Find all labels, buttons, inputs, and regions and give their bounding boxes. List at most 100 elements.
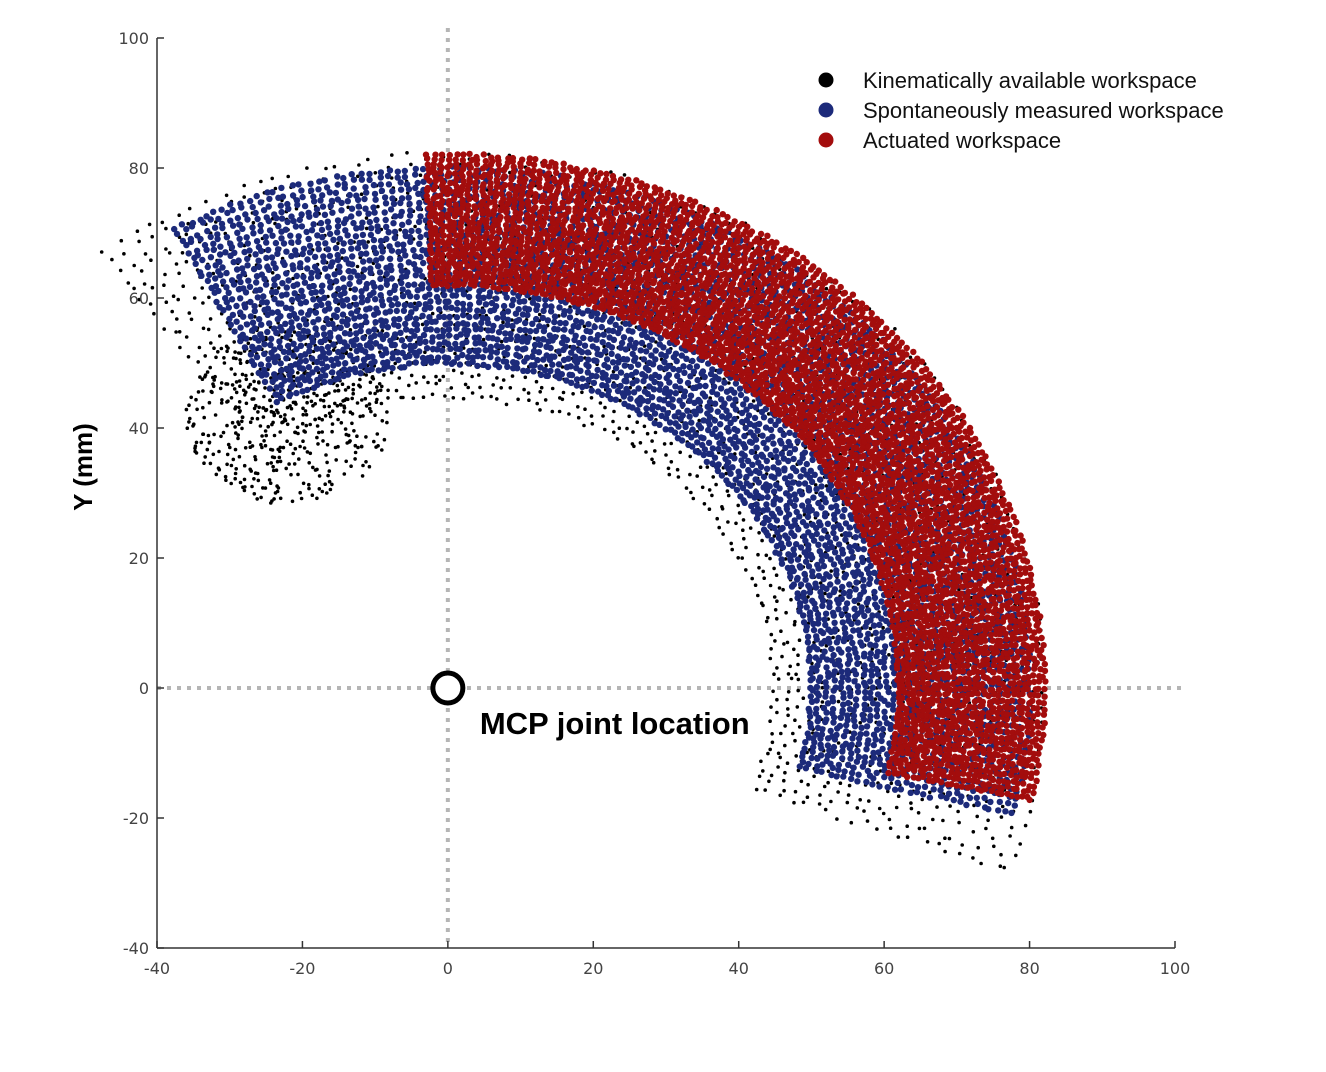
data-point bbox=[247, 351, 255, 358]
data-point bbox=[366, 257, 373, 264]
data-point bbox=[866, 678, 874, 685]
data-point bbox=[544, 363, 548, 368]
data-point bbox=[863, 723, 871, 730]
data-point bbox=[259, 442, 263, 447]
data-point bbox=[178, 345, 182, 350]
data-point bbox=[334, 306, 341, 314]
data-point bbox=[499, 339, 504, 344]
data-point bbox=[137, 297, 142, 302]
data-point bbox=[441, 292, 448, 299]
data-point bbox=[226, 399, 230, 404]
data-point bbox=[625, 426, 629, 431]
data-point bbox=[274, 468, 279, 473]
data-point bbox=[858, 604, 865, 611]
data-point bbox=[652, 371, 659, 379]
data-point bbox=[705, 426, 712, 434]
data-point bbox=[680, 363, 687, 370]
data-point bbox=[500, 358, 507, 365]
data-point bbox=[603, 356, 611, 363]
data-point bbox=[207, 400, 212, 405]
data-point bbox=[770, 488, 778, 495]
data-point bbox=[520, 334, 527, 341]
data-point bbox=[595, 388, 602, 395]
data-point bbox=[825, 635, 832, 643]
data-point bbox=[218, 386, 223, 391]
data-point bbox=[732, 433, 739, 441]
data-point bbox=[332, 164, 337, 169]
data-point bbox=[542, 302, 549, 309]
data-point bbox=[307, 461, 312, 465]
data-point bbox=[320, 430, 325, 434]
data-point bbox=[879, 725, 887, 733]
data-point bbox=[715, 516, 719, 521]
data-point bbox=[234, 467, 238, 471]
data-point bbox=[247, 298, 254, 306]
data-point bbox=[576, 405, 580, 409]
data-point bbox=[819, 583, 826, 591]
data-point bbox=[601, 414, 605, 418]
data-point bbox=[379, 352, 386, 359]
data-point bbox=[393, 361, 398, 366]
data-point bbox=[717, 421, 724, 428]
data-point bbox=[840, 690, 847, 697]
data-point bbox=[233, 447, 238, 452]
data-point bbox=[241, 388, 246, 393]
data-point bbox=[810, 626, 818, 634]
data-point bbox=[694, 376, 701, 384]
data-point bbox=[986, 818, 990, 823]
data-point bbox=[763, 445, 770, 452]
data-point bbox=[601, 313, 608, 320]
data-point bbox=[555, 361, 563, 368]
data-point bbox=[479, 308, 487, 315]
data-point bbox=[317, 474, 322, 478]
data-point bbox=[264, 433, 269, 438]
data-point bbox=[560, 334, 567, 341]
data-point bbox=[373, 305, 380, 312]
data-point bbox=[835, 657, 843, 664]
data-point bbox=[315, 467, 319, 472]
data-point bbox=[374, 400, 379, 405]
data-point bbox=[984, 826, 988, 831]
data-point bbox=[300, 316, 308, 323]
data-point bbox=[909, 801, 913, 805]
data-point bbox=[824, 484, 829, 488]
data-point bbox=[684, 407, 691, 414]
data-point bbox=[417, 253, 424, 261]
data-point bbox=[657, 381, 664, 388]
data-point bbox=[389, 350, 397, 357]
data-point bbox=[674, 435, 682, 442]
data-point bbox=[865, 595, 872, 603]
data-point bbox=[185, 426, 190, 431]
data-point bbox=[260, 445, 264, 450]
data-point bbox=[449, 292, 456, 299]
data-point bbox=[277, 455, 282, 460]
data-point bbox=[328, 414, 333, 419]
data-point bbox=[310, 493, 315, 498]
data-point bbox=[833, 567, 840, 574]
data-point bbox=[430, 311, 435, 316]
data-point bbox=[830, 651, 837, 659]
data-point bbox=[453, 306, 461, 313]
data-point bbox=[501, 378, 506, 382]
data-point bbox=[256, 478, 261, 483]
data-point bbox=[741, 528, 745, 532]
data-point bbox=[269, 404, 274, 409]
data-point bbox=[238, 384, 242, 389]
data-point bbox=[870, 741, 877, 749]
data-point bbox=[566, 371, 573, 378]
data-point bbox=[374, 445, 378, 449]
data-point bbox=[845, 684, 852, 692]
data-point bbox=[734, 521, 738, 526]
data-point bbox=[499, 386, 504, 390]
data-point bbox=[257, 361, 265, 368]
data-point bbox=[883, 672, 890, 679]
data-point bbox=[211, 452, 216, 457]
data-point bbox=[206, 433, 211, 438]
data-point bbox=[674, 372, 681, 380]
data-point bbox=[802, 558, 810, 565]
data-point bbox=[855, 806, 860, 810]
data-point bbox=[184, 232, 189, 237]
data-point bbox=[805, 529, 812, 536]
data-point bbox=[219, 434, 223, 439]
data-point bbox=[854, 778, 861, 785]
